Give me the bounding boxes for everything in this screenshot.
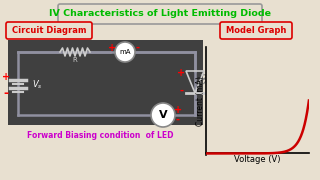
- X-axis label: Voltage (V): Voltage (V): [234, 155, 281, 164]
- Text: Circuit Diagram: Circuit Diagram: [12, 26, 86, 35]
- Text: Model Graph: Model Graph: [226, 26, 286, 35]
- FancyBboxPatch shape: [6, 22, 92, 39]
- Text: +: +: [177, 68, 185, 78]
- FancyBboxPatch shape: [58, 4, 262, 24]
- Text: +: +: [108, 43, 116, 53]
- FancyBboxPatch shape: [8, 40, 203, 125]
- Text: -: -: [176, 115, 180, 125]
- Text: -: -: [136, 43, 140, 53]
- Text: R: R: [73, 57, 77, 63]
- Text: $V_s$: $V_s$: [32, 79, 43, 91]
- Text: -: -: [179, 86, 183, 96]
- Y-axis label: Current (mA): Current (mA): [196, 76, 205, 126]
- Text: +: +: [2, 72, 10, 82]
- Text: -: -: [4, 87, 9, 100]
- Circle shape: [115, 42, 135, 62]
- Text: IV Characteristics of Light Emitting Diode: IV Characteristics of Light Emitting Dio…: [49, 10, 271, 19]
- Text: +: +: [174, 105, 182, 115]
- Text: V: V: [159, 110, 167, 120]
- Circle shape: [151, 103, 175, 127]
- Text: mA: mA: [119, 49, 131, 55]
- Text: Forward Biasing condition  of LED: Forward Biasing condition of LED: [27, 132, 173, 141]
- FancyBboxPatch shape: [220, 22, 292, 39]
